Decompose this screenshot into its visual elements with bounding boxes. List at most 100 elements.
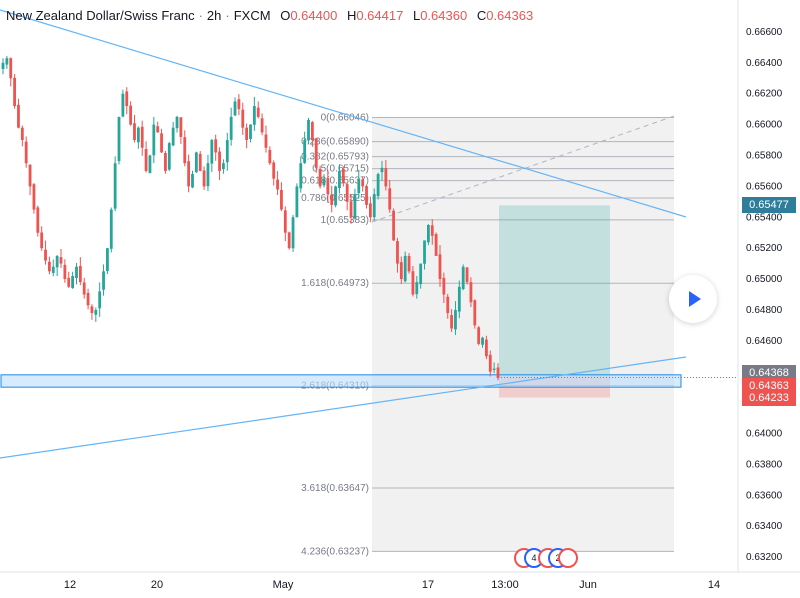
candle-body [117,116,121,162]
y-tick-label: 0.64000 [746,429,783,440]
candle-body [106,248,109,272]
y-tick-label: 0.66400 [746,58,783,69]
candle-body [67,277,71,287]
candle-body [492,368,496,370]
candle-body [484,339,488,357]
candle-body [214,139,218,153]
candle-body [454,309,457,330]
y-tick-label: 0.65200 [746,243,783,254]
fib-level-label: 1(0.65383) [321,215,369,226]
candle-body [334,186,337,206]
candle-body [326,178,330,195]
economic-events[interactable]: 4 2 [514,546,578,570]
candle-body [415,282,419,295]
candle-body [465,267,469,283]
candle-body [249,124,252,140]
candle-body [167,143,171,170]
low-label: L [412,8,421,23]
y-tick-label: 0.63600 [746,490,783,501]
candle-body [411,271,415,295]
candle-body [191,174,194,188]
high-label: H [346,8,357,23]
candle-body [392,210,395,241]
support-trendline[interactable] [0,356,687,459]
candle-body [473,300,477,326]
y-tick-label: 0.63800 [746,459,783,470]
candle-body [426,224,430,243]
candle-body [9,58,13,79]
candle-body [233,101,237,116]
fib-level-label: 1.618(0.64973) [301,278,369,289]
candle-body [372,194,376,218]
candle-body [488,354,492,372]
candle-body [341,168,345,184]
candle-body [295,186,299,218]
fib-level-label: 0.618(0.65637) [301,176,369,187]
fib-level-label: 0.5(0.65715) [312,164,369,175]
play-icon [689,291,701,307]
candle-body [349,201,353,218]
candle-body [450,315,453,329]
candle-body [376,174,380,197]
y-tick-label: 0.65000 [746,274,783,285]
candle-body [430,225,434,236]
candle-body [260,118,264,133]
close-value: 0.64363 [486,8,534,23]
candle-body [283,210,287,233]
fib-level-label: 0.382(0.65793) [301,152,369,163]
candle-body [109,209,113,249]
candle-body [368,203,372,218]
candle-body [291,217,295,249]
x-tick-label: 20 [151,579,163,591]
candle-body [71,275,75,289]
x-tick-label: 12 [64,579,76,591]
event-flag-icon[interactable] [558,548,578,568]
candle-body [198,153,202,171]
candle-body [388,188,392,210]
candle-body [237,99,241,110]
candle-body [59,257,63,264]
play-button[interactable] [669,275,717,323]
symbol-name[interactable]: New Zealand Dollar/Swiss Franc [6,8,195,23]
candle-body [1,62,5,69]
resistance-trendline[interactable] [0,9,687,218]
candle-body [446,296,450,314]
candle-body [86,292,90,306]
candle-body [129,105,133,125]
candle-body [496,367,500,378]
candle-body [423,240,426,264]
position-target-zone[interactable] [499,205,610,377]
candle-body [469,282,473,303]
candle-body [361,179,365,187]
candle-body [307,119,310,141]
candle-body [202,170,206,187]
candle-body [252,106,256,125]
support-zone[interactable] [0,374,682,388]
candle-body [36,207,40,233]
candle-body [136,127,140,143]
candle-body [210,140,214,164]
open-label: O [280,8,291,23]
candle-body [357,178,361,194]
interval-label[interactable]: 2h [206,8,222,23]
candle-body [264,134,268,148]
price-badge-upper: 0.65477 [742,197,796,214]
candle-body [164,153,167,171]
candle-body [287,232,291,249]
candle-body [102,271,105,290]
candle-body [280,189,283,210]
candle-body [303,140,307,163]
candle-body [245,127,249,141]
candle-body [148,155,152,174]
candle-body [63,264,67,280]
candle-body [175,116,179,129]
fib-level-label: 0(0.66046) [321,112,369,123]
candle-body [5,58,9,65]
candle-body [183,137,187,164]
candle-body [82,282,86,295]
y-tick-label: 0.64800 [746,305,783,316]
candle-body [156,126,160,133]
candle-body [32,184,36,210]
